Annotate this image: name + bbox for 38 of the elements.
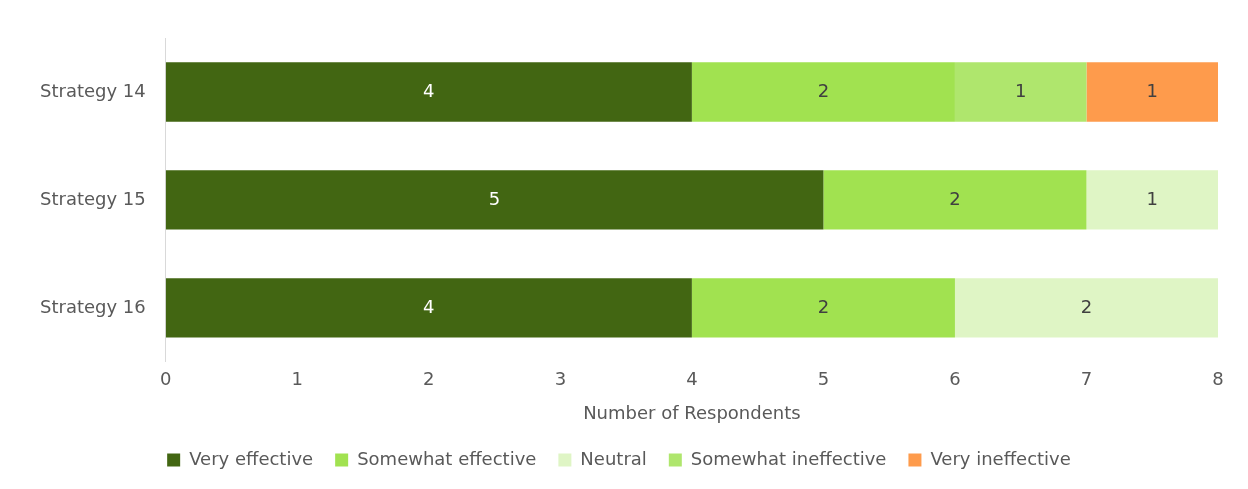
x-tick-label: 6 xyxy=(949,368,961,390)
bar xyxy=(691,278,955,338)
legend-label: Very effective xyxy=(189,447,314,469)
x-tick-label: 7 xyxy=(1080,368,1093,390)
bar xyxy=(1086,62,1218,122)
x-tick-label: 0 xyxy=(160,368,172,390)
data-label: 5 xyxy=(488,187,501,209)
data-label: 1 xyxy=(1146,79,1158,101)
data-label: 2 xyxy=(949,187,961,209)
legend-label: Neutral xyxy=(580,447,647,469)
x-tick-label: 3 xyxy=(554,368,567,390)
y-tick-label: Strategy 15 xyxy=(40,187,146,209)
data-label: 2 xyxy=(817,79,830,101)
x-tick-label: 1 xyxy=(291,368,304,390)
bar xyxy=(165,278,692,338)
data-label: 4 xyxy=(423,79,435,101)
data-label: 2 xyxy=(1080,295,1093,317)
legend-label: Somewhat ineffective xyxy=(690,447,887,469)
bar xyxy=(823,170,1087,230)
x-axis-title: Number of Respondents xyxy=(583,401,801,423)
x-tick-label: 2 xyxy=(423,368,435,390)
bar xyxy=(954,278,1218,338)
bar xyxy=(165,170,824,230)
x-tick-label: 8 xyxy=(1212,368,1224,390)
bar xyxy=(954,62,1087,122)
data-label: 2 xyxy=(817,295,830,317)
data-label: 1 xyxy=(1014,79,1027,101)
data-label: 1 xyxy=(1146,187,1158,209)
x-tick-label: 5 xyxy=(817,368,830,390)
y-tick-label: Strategy 14 xyxy=(40,79,146,101)
bar xyxy=(691,62,955,122)
legend-label: Somewhat effective xyxy=(357,447,537,469)
bar xyxy=(165,62,692,122)
legend-label: Very ineffective xyxy=(930,447,1071,469)
bar xyxy=(1086,170,1218,230)
data-label: 4 xyxy=(423,295,435,317)
x-tick-label: 4 xyxy=(686,368,698,390)
y-tick-label: Strategy 16 xyxy=(40,295,146,317)
